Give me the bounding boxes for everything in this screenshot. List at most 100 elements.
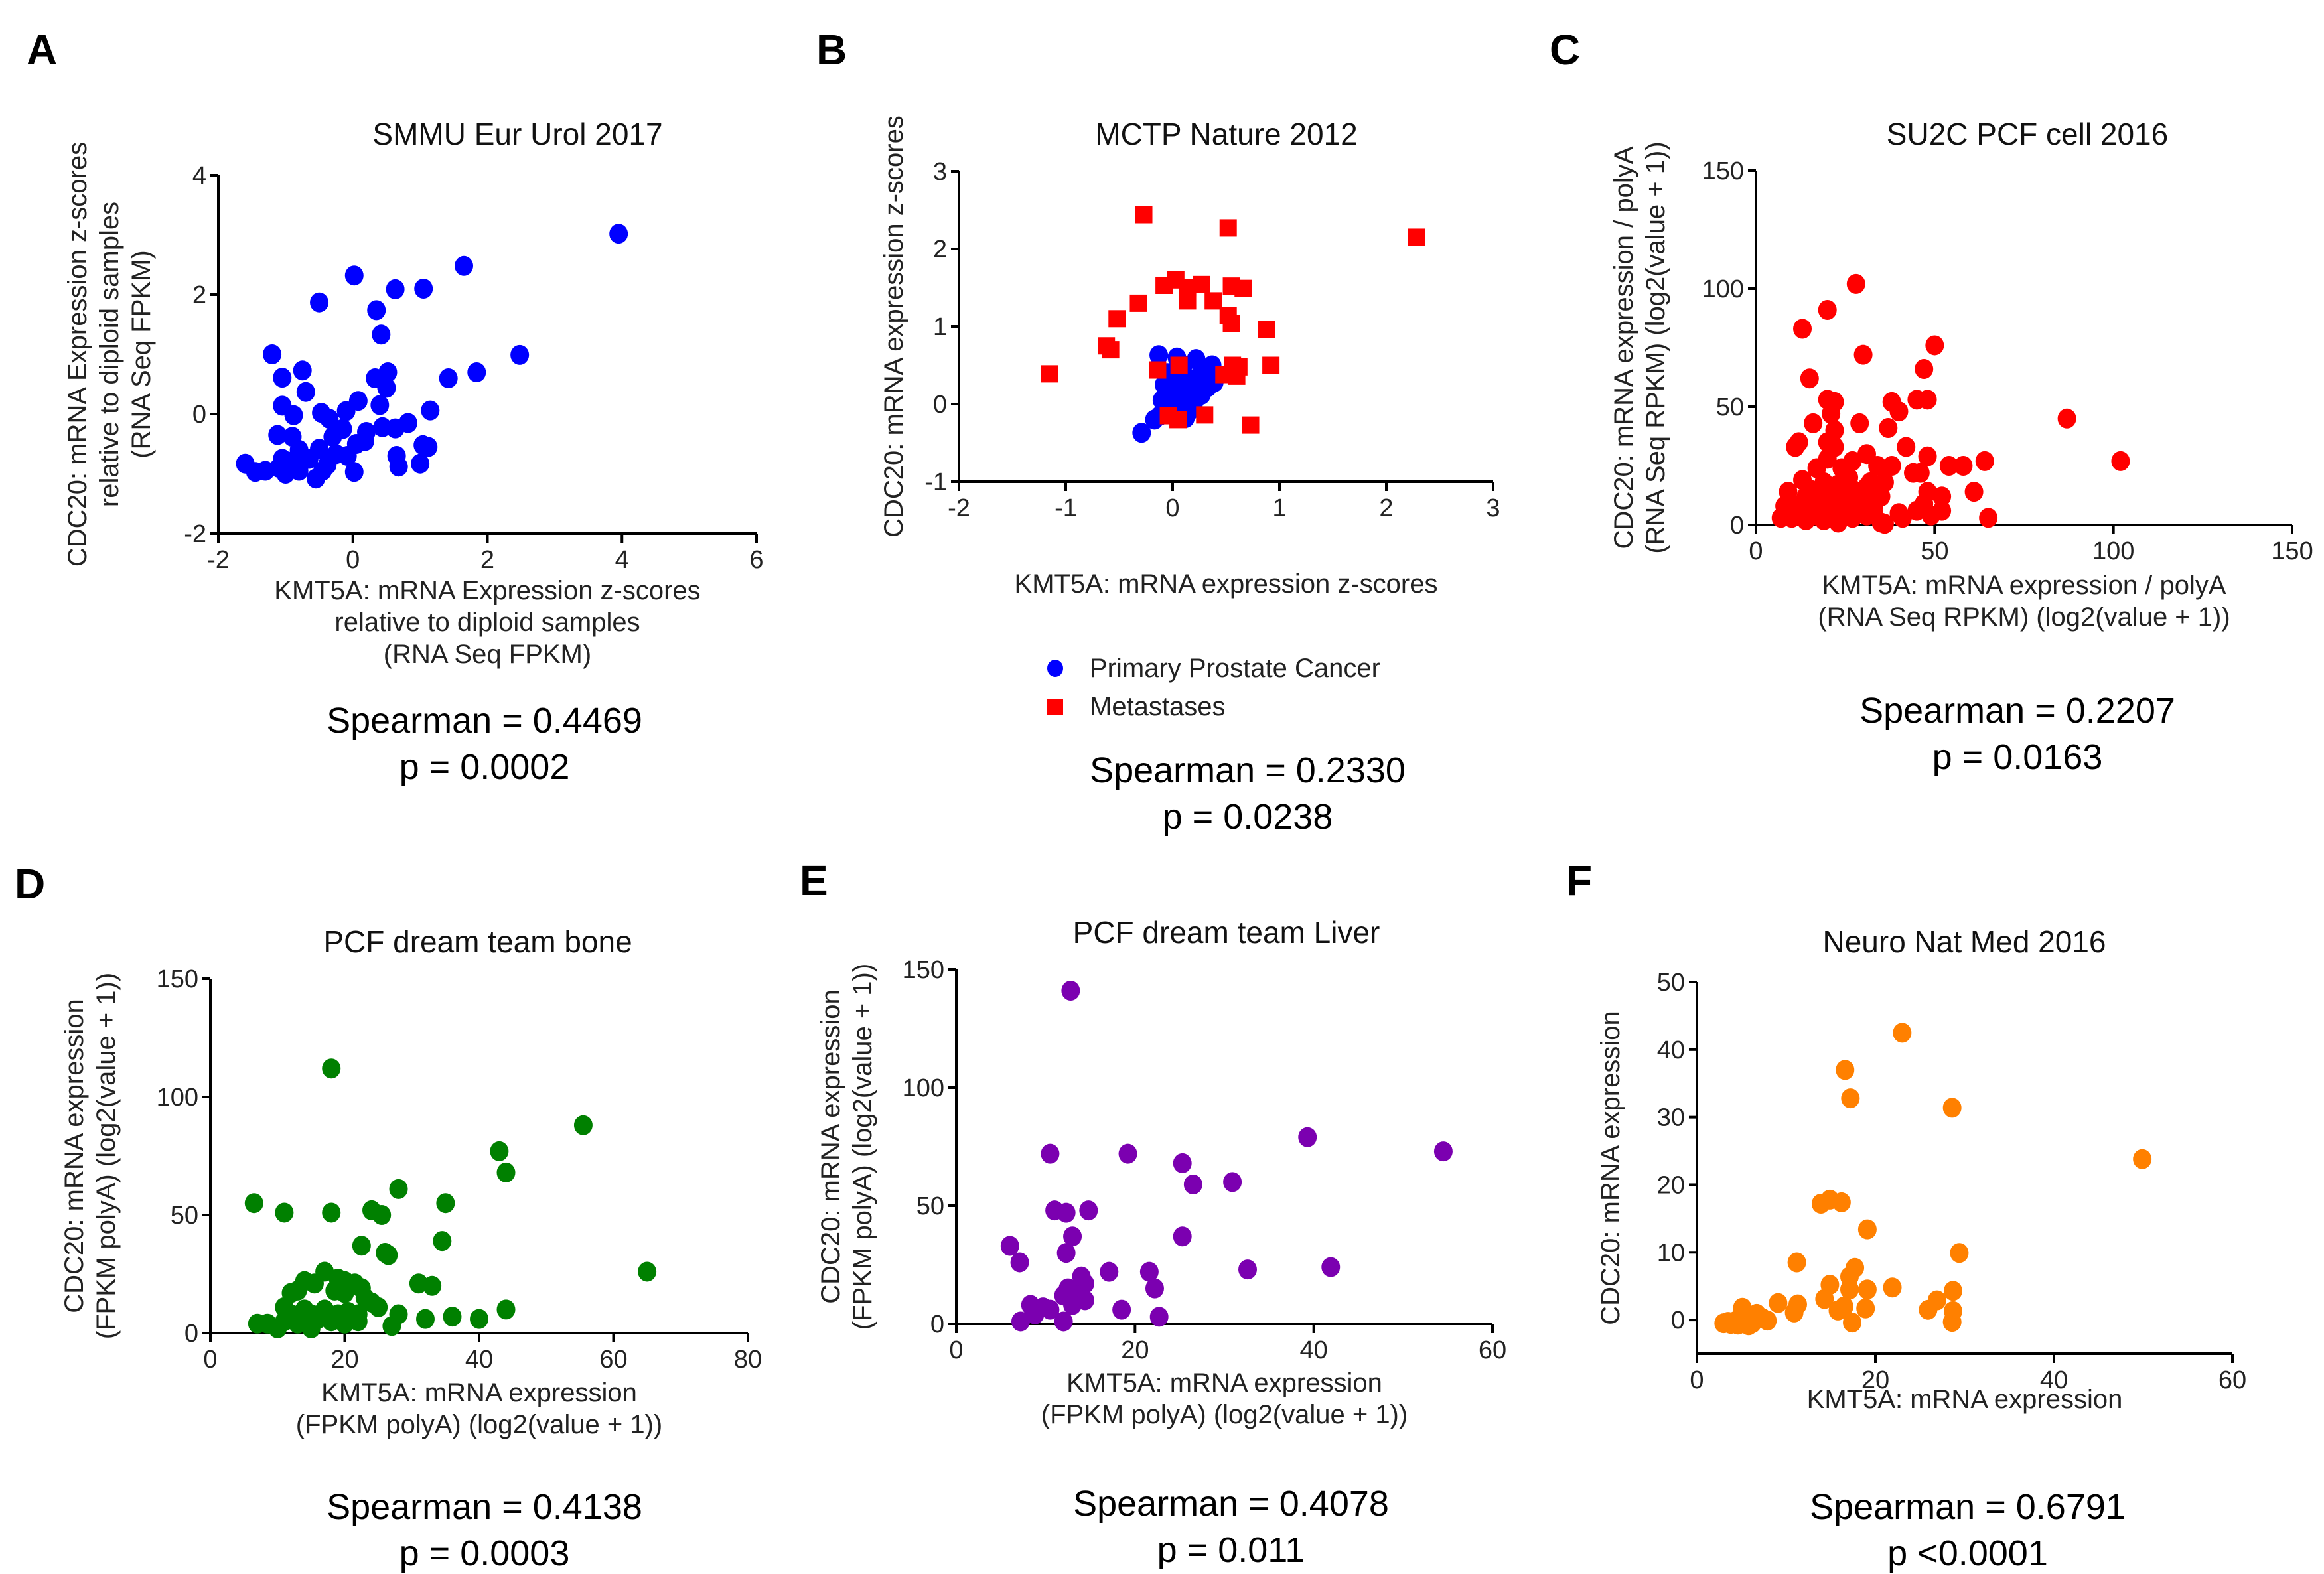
data-point — [348, 1311, 368, 1332]
y-axis-label: CDC20: mRNA expression z-scores — [879, 115, 908, 537]
chart-title: Neuro Nat Med 2016 — [1822, 924, 2106, 959]
x-tick-label: 150 — [2271, 537, 2313, 565]
p-value: p <0.0001 — [1887, 1534, 2048, 1573]
x-tick-label: 0 — [949, 1336, 963, 1364]
data-point — [1118, 1143, 1137, 1164]
data-point — [1857, 1219, 1877, 1240]
data-point — [443, 1307, 462, 1327]
data-point — [284, 405, 303, 425]
x-axis-label: (RNA Seq RPKM) (log2(value + 1)) — [1818, 603, 2230, 632]
data-point — [490, 1141, 509, 1161]
data-point — [2057, 408, 2076, 429]
data-point — [1000, 1236, 1019, 1256]
x-tick-label: 20 — [330, 1346, 358, 1374]
data-point — [1979, 508, 1998, 528]
data-point — [573, 1115, 593, 1135]
y-tick-label: 0 — [930, 1311, 944, 1338]
data-point — [377, 378, 396, 398]
x-tick-label: 1 — [1272, 494, 1286, 522]
x-tick-label: 6 — [749, 546, 763, 574]
data-point — [421, 400, 440, 421]
data-point — [510, 344, 530, 365]
data-point — [1196, 406, 1214, 424]
y-axis-label: relative to diploid samples — [95, 202, 124, 507]
x-tick-label: 40 — [2040, 1366, 2068, 1394]
data-point — [273, 368, 292, 388]
y-tick-label: 150 — [903, 956, 944, 984]
data-point — [378, 362, 398, 382]
data-point — [1800, 479, 1819, 500]
data-point — [419, 437, 438, 457]
data-point — [299, 449, 319, 469]
data-point — [1889, 401, 1909, 422]
spearman-value: Spearman = 0.4138 — [327, 1487, 642, 1527]
data-point — [1204, 292, 1222, 310]
data-point — [389, 457, 408, 477]
p-value: p = 0.011 — [1157, 1530, 1305, 1570]
data-point — [1836, 1060, 1855, 1080]
panel-letter: D — [15, 860, 46, 908]
data-point — [352, 1236, 371, 1256]
y-tick-label: 2 — [192, 281, 206, 309]
data-point — [284, 451, 303, 471]
data-point — [1879, 418, 1898, 439]
data-point — [1433, 1141, 1453, 1162]
x-axis-label: KMT5A: mRNA Expression z-scores — [274, 576, 700, 605]
data-point — [1843, 1313, 1862, 1333]
y-tick-label: 0 — [1730, 512, 1744, 539]
data-point — [1025, 1304, 1045, 1324]
x-tick-label: 80 — [734, 1346, 762, 1374]
panel-letter: A — [27, 26, 58, 74]
x-tick-label: 0 — [346, 546, 360, 574]
chart-title: SMMU Eur Urol 2017 — [372, 117, 663, 151]
x-tick-label: 50 — [1921, 537, 1948, 565]
data-point — [2111, 451, 2130, 471]
data-point — [1918, 390, 1937, 410]
x-tick-label: 60 — [1479, 1336, 1506, 1364]
data-point — [288, 1280, 307, 1301]
legend-label: Metastases — [1090, 691, 1226, 721]
data-point — [1112, 1299, 1131, 1320]
data-point — [1883, 1277, 1902, 1298]
x-axis-label: (RNA Seq FPKM) — [384, 640, 591, 669]
x-axis-label: (FPKM polyA) (log2(value + 1)) — [1041, 1400, 1408, 1429]
y-tick-label: 30 — [1657, 1104, 1685, 1132]
data-point — [1919, 1299, 1938, 1320]
x-axis-label: (FPKM polyA) (log2(value + 1)) — [296, 1410, 662, 1439]
x-axis-label: KMT5A: mRNA expression — [1066, 1368, 1382, 1397]
data-point — [386, 279, 405, 299]
x-tick-label: -2 — [207, 546, 230, 574]
data-point — [1056, 1202, 1076, 1223]
data-point — [1834, 1296, 1853, 1317]
data-point — [414, 279, 433, 299]
data-point — [609, 224, 628, 244]
data-point — [1832, 1192, 1851, 1212]
y-tick-label: 2 — [933, 236, 947, 263]
series-metastases — [1041, 206, 1425, 434]
data-point — [1056, 1243, 1076, 1263]
data-point — [1149, 361, 1167, 379]
data-point — [1932, 486, 1952, 507]
y-tick-label: 20 — [1657, 1171, 1685, 1199]
series-samples — [1771, 273, 2130, 534]
data-point — [1814, 472, 1834, 492]
x-tick-label: 3 — [1486, 494, 1500, 522]
data-point — [310, 292, 329, 313]
y-axis-label: CDC20: mRNA Expression z-scores — [63, 142, 92, 567]
y-axis-label: (FPKM polyA) (log2(value + 1)) — [848, 964, 877, 1330]
data-point — [1856, 1298, 1875, 1319]
legend-item: Metastases — [1047, 687, 1380, 726]
data-point — [1139, 1261, 1159, 1282]
data-point — [467, 362, 486, 382]
series-samples — [244, 1058, 657, 1338]
data-point — [1100, 1261, 1119, 1282]
x-axis-label: KMT5A: mRNA expression / polyA — [1822, 571, 2226, 600]
data-point — [1149, 345, 1169, 366]
y-axis-label: (FPKM polyA) (log2(value + 1)) — [92, 973, 121, 1339]
data-point — [1041, 1299, 1060, 1320]
data-point — [268, 425, 287, 445]
data-point — [1102, 341, 1120, 359]
data-point — [367, 300, 386, 321]
y-tick-label: 0 — [184, 1320, 198, 1348]
